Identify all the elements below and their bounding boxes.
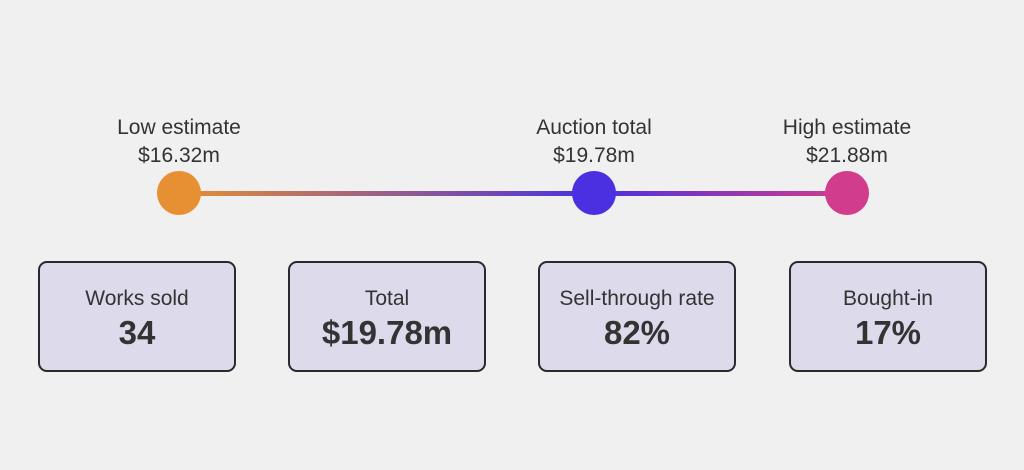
works-sold-label: Works sold: [85, 287, 189, 310]
high-estimate-title: High estimate: [782, 116, 912, 139]
low-estimate-value: $16.32m: [138, 144, 220, 167]
works-sold-card: Works sold 34: [38, 261, 236, 372]
sell-through-card: Sell-through rate 82%: [538, 261, 736, 372]
bought-in-card: Bought-in 17%: [789, 261, 987, 372]
estimate-scale: Low estimate $16.32m Auction total $19.7…: [69, 114, 957, 215]
sell-through-value: 82%: [603, 314, 671, 351]
high-estimate-label: High estimate $21.88m: [737, 114, 957, 170]
bought-in-label: Bought-in: [843, 287, 933, 310]
estimate-range-line: [179, 191, 847, 196]
sell-through-label: Sell-through rate: [559, 287, 715, 310]
low-estimate-title: Low estimate: [117, 116, 241, 139]
total-card: Total $19.78m: [288, 261, 486, 372]
auction-total-label: Auction total $19.78m: [484, 114, 704, 170]
low-estimate-marker: [157, 171, 201, 215]
total-label: Total: [364, 287, 410, 310]
high-estimate-marker: [825, 171, 869, 215]
auction-total-value: $19.78m: [553, 144, 635, 167]
high-estimate-value: $21.88m: [806, 144, 888, 167]
works-sold-value: 34: [118, 314, 156, 351]
auction-total-marker: [572, 171, 616, 215]
total-value: $19.78m: [321, 314, 453, 351]
low-estimate-label: Low estimate $16.32m: [69, 114, 289, 170]
bought-in-value: 17%: [854, 314, 922, 351]
auction-total-title: Auction total: [536, 116, 652, 139]
